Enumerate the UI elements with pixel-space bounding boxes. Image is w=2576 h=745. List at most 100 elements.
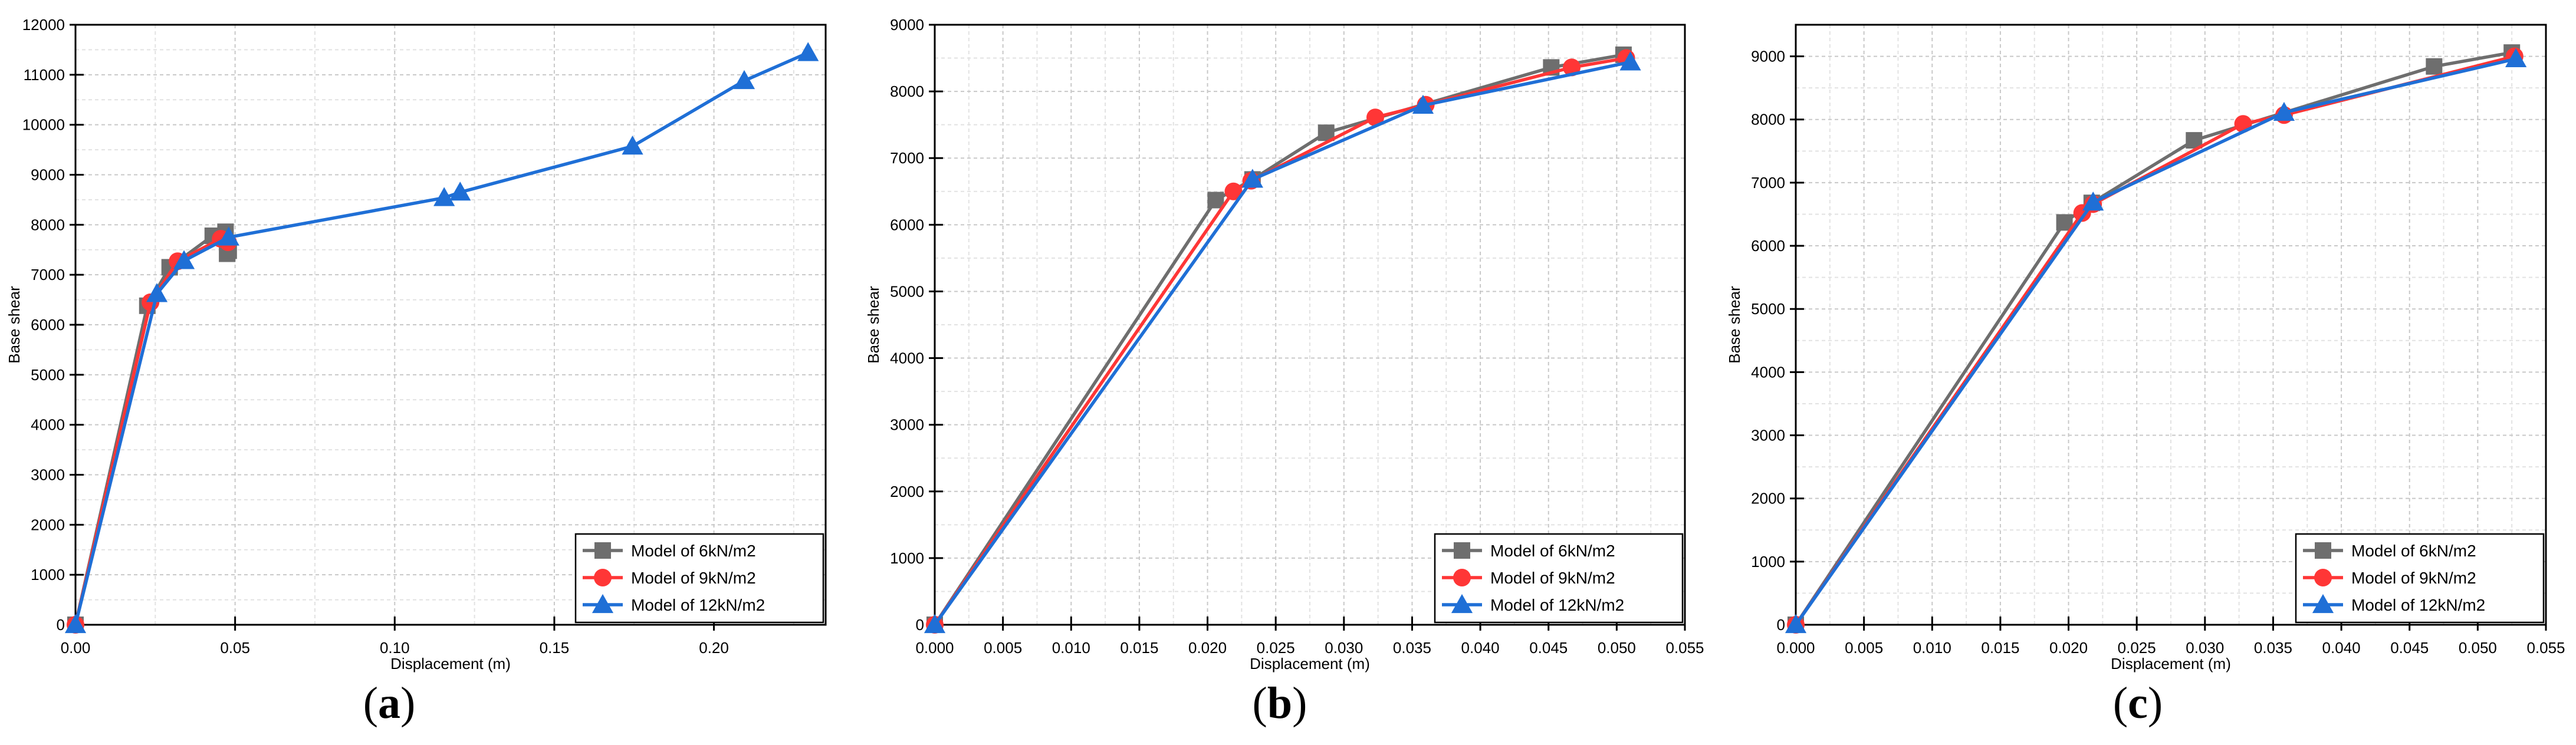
chart-svg: 0.000 0.005 0.010 0.015 0.020 0.025 0.030 0.035…: [865, 16, 1704, 673]
y-tick-label: 2000: [31, 516, 65, 533]
y-tick-label: 8000: [1751, 111, 1785, 128]
y-tick-label: 7000: [890, 149, 924, 167]
x-tick-label: 0.025: [1257, 639, 1295, 657]
series-line: [933, 60, 1631, 626]
legend-swatch-marker: [1453, 569, 1471, 586]
data-point: [2426, 58, 2443, 75]
caption-a: (a): [271, 678, 507, 729]
x-tick-label: 0.025: [2118, 639, 2156, 657]
legend-swatch-marker: [2314, 569, 2332, 586]
y-tick-label: 10000: [22, 116, 65, 134]
y-tick-label: 4000: [890, 350, 924, 367]
y-tick-label: 6000: [1751, 237, 1785, 255]
y-tick-label: 3000: [1751, 427, 1785, 444]
chart-svg: 0.00 0.05 0.10 0.15 0.20 0 1000 2000 3000 4000 500…: [5, 16, 827, 673]
x-tick-label: 0.045: [2390, 639, 2429, 657]
y-tick-label: 7000: [31, 266, 65, 284]
caption-close: ): [1292, 678, 1307, 728]
y-tick-label: 9000: [31, 166, 65, 184]
chart-panel-c: 0.000 0.005 0.010 0.015 0.020 0.025 0.030 0.035…: [1717, 0, 2576, 745]
x-tick-label: 0.030: [1325, 639, 1363, 657]
y-tick-label: 3000: [31, 466, 65, 484]
x-tick-label: 0.10: [380, 639, 410, 657]
series-line: [1794, 51, 2512, 626]
data-point: [733, 70, 755, 90]
y-tick-label: 3000: [890, 416, 924, 434]
data-point: [1241, 169, 1263, 188]
data-point: [2505, 48, 2527, 67]
data-point: [2082, 192, 2104, 211]
legend-swatch-marker: [1454, 542, 1470, 559]
data-point: [1366, 108, 1385, 127]
legend: Model of 6kN/m2 Model of 9kN/m2 Model of 1…: [574, 533, 824, 624]
data-point: [622, 136, 643, 155]
data-point: [797, 42, 819, 61]
x-tick-label: 0.055: [2526, 639, 2565, 657]
y-tick-label: 0: [1777, 616, 1785, 634]
y-axis-label: Base shear: [865, 286, 882, 364]
y-tick-label: 4000: [1751, 363, 1785, 381]
data-point: [1785, 614, 1807, 634]
data-point: [1207, 192, 1224, 209]
x-axis-label: Displacement (m): [2111, 655, 2231, 673]
data-point: [173, 250, 195, 269]
legend-label: Model of 9kN/m2: [631, 569, 756, 587]
data-point: [1619, 51, 1641, 71]
caption-open: (: [363, 678, 378, 728]
y-tick-label: 6000: [31, 316, 65, 334]
data-point: [433, 187, 455, 206]
data-point: [1224, 182, 1243, 200]
x-tick-label: 0.005: [1845, 639, 1883, 657]
y-tick-label: 5000: [31, 366, 65, 384]
x-tick-label: 0.050: [1598, 639, 1636, 657]
x-tick-label: 0.015: [1981, 639, 2019, 657]
x-tick-label: 0.040: [2322, 639, 2361, 657]
plot-frame: [934, 24, 1686, 626]
legend-label: Model of 6kN/m2: [631, 542, 756, 560]
x-tick-label: 0.15: [540, 639, 570, 657]
x-axis: 0.000 0.005 0.010 0.015 0.020 0.025 0.030 0.035…: [915, 617, 1704, 657]
y-tick-label: 2000: [1751, 490, 1785, 507]
legend-label: Model of 12kN/m2: [631, 596, 765, 614]
y-axis-label: Base shear: [5, 286, 23, 364]
x-tick-label: 0.050: [2459, 639, 2497, 657]
data-point: [2273, 101, 2295, 121]
chart-panel-a: 0.00 0.05 0.10 0.15 0.20 0 1000 2000 3000 4000 500…: [0, 0, 859, 745]
series-2: [64, 42, 819, 634]
y-tick-label: 11000: [24, 66, 65, 84]
caption-letter: a: [378, 678, 400, 728]
data-point: [218, 226, 239, 246]
series-line: [1794, 57, 2516, 626]
data-point: [146, 283, 168, 302]
x-tick-label: 0.000: [915, 639, 954, 657]
data-point: [924, 614, 946, 634]
x-tick-label: 0.20: [699, 639, 729, 657]
legend-label: Model of 9kN/m2: [2351, 569, 2476, 587]
x-tick-label: 0.000: [1776, 639, 1815, 657]
series-0: [67, 223, 237, 633]
plot-frame: [1795, 24, 2547, 626]
caption-c: (c): [2020, 678, 2256, 729]
legend: Model of 6kN/m2 Model of 9kN/m2 Model of 1…: [2295, 533, 2545, 624]
y-tick-label: 0: [57, 616, 65, 634]
x-tick-label: 0.010: [1913, 639, 1951, 657]
caption-b: (b): [1162, 678, 1398, 729]
y-tick-label: 9000: [1751, 48, 1785, 65]
x-tick-label: 0.055: [1665, 639, 1704, 657]
legend-swatch-marker: [1451, 594, 1473, 614]
y-tick-label: 4000: [31, 416, 65, 434]
legend: Model of 6kN/m2 Model of 9kN/m2 Model of 1…: [1434, 533, 1684, 624]
chart-panel-b: 0.000 0.005 0.010 0.015 0.020 0.025 0.030 0.035…: [859, 0, 1717, 745]
y-axis-label: Base shear: [1726, 286, 1743, 364]
y-tick-label: 6000: [890, 216, 924, 233]
x-tick-label: 0.010: [1052, 639, 1090, 657]
data-point: [64, 614, 87, 634]
legend-swatch-marker: [592, 594, 614, 614]
series-1: [67, 230, 237, 634]
legend-swatch-marker: [2312, 594, 2334, 614]
x-axis: 0.00 0.05 0.10 0.15 0.20: [61, 617, 729, 657]
y-tick-label: 8000: [890, 83, 924, 100]
series-2: [924, 51, 1641, 634]
y-axis: 0 1000 2000 3000 4000 5000 6000 7000 8000 9000: [890, 16, 943, 634]
series-line: [74, 230, 231, 625]
